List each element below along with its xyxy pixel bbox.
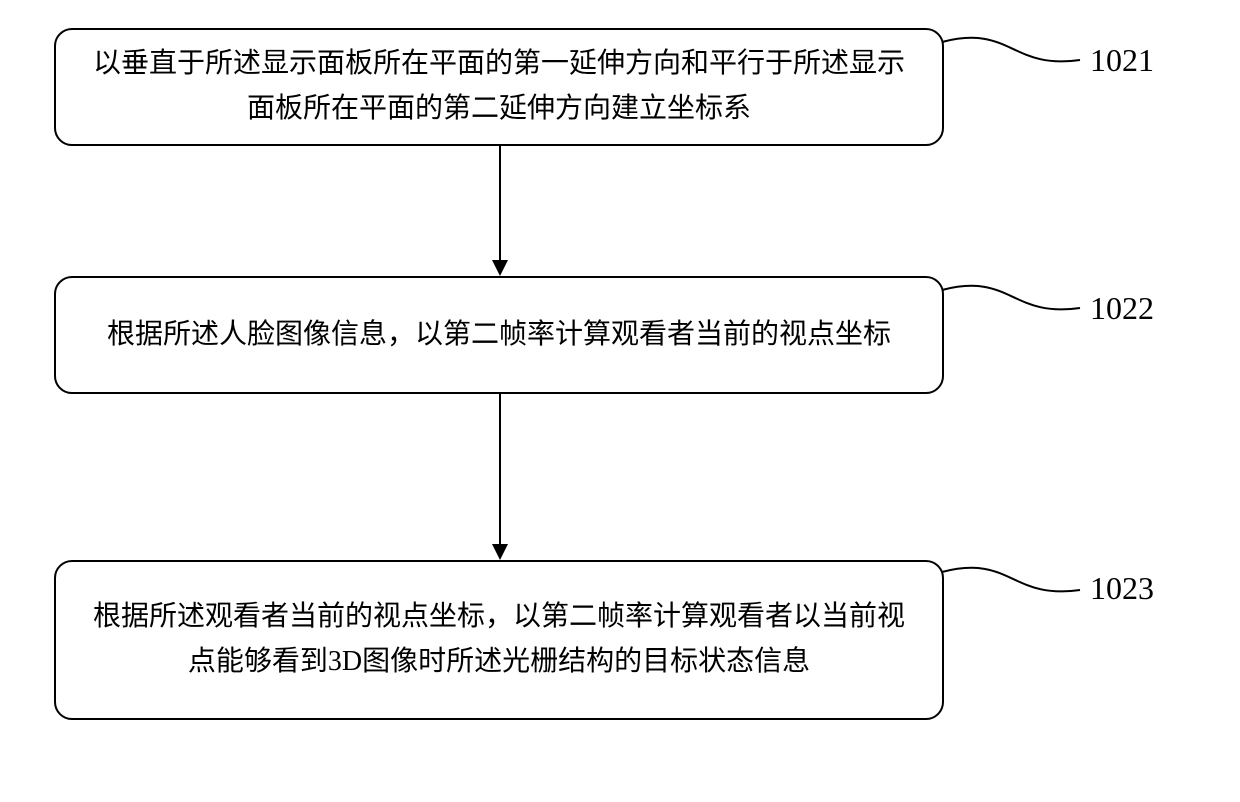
leader-line-2 — [932, 260, 1090, 338]
flow-step-1-text: 以垂直于所述显示面板所在平面的第一延伸方向和平行于所述显示面板所在平面的第二延伸… — [80, 42, 918, 132]
flowchart-container: 以垂直于所述显示面板所在平面的第一延伸方向和平行于所述显示面板所在平面的第二延伸… — [0, 0, 1240, 802]
leader-line-1 — [932, 12, 1090, 90]
step-label-2: 1022 — [1090, 290, 1154, 327]
step-label-1: 1021 — [1090, 42, 1154, 79]
flow-step-3-text: 根据所述观看者当前的视点坐标，以第二帧率计算观看者以当前视点能够看到3D图像时所… — [80, 595, 918, 685]
step-label-3: 1023 — [1090, 570, 1154, 607]
flow-step-3: 根据所述观看者当前的视点坐标，以第二帧率计算观看者以当前视点能够看到3D图像时所… — [54, 560, 944, 720]
arrow-line-1 — [499, 146, 501, 260]
arrow-line-2 — [499, 394, 501, 544]
flow-step-2-text: 根据所述人脸图像信息，以第二帧率计算观看者当前的视点坐标 — [107, 313, 891, 358]
arrow-head-icon — [492, 544, 508, 560]
flow-step-1: 以垂直于所述显示面板所在平面的第一延伸方向和平行于所述显示面板所在平面的第二延伸… — [54, 28, 944, 146]
flow-step-2: 根据所述人脸图像信息，以第二帧率计算观看者当前的视点坐标 — [54, 276, 944, 394]
arrow-head-icon — [492, 260, 508, 276]
leader-line-3 — [932, 542, 1090, 620]
